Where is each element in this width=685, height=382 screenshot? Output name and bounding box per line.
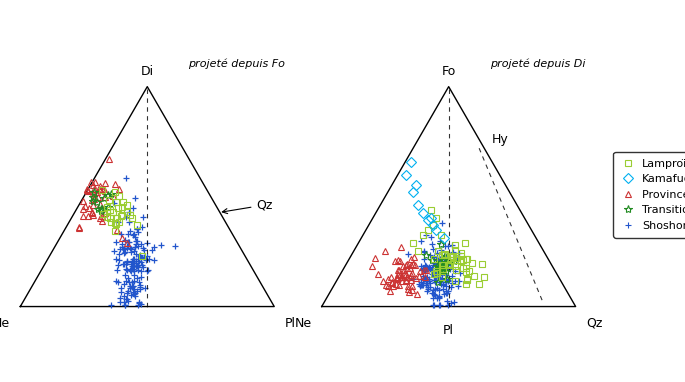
Text: Pl: Pl — [443, 324, 454, 337]
Text: Di: Di — [140, 65, 154, 78]
Text: Ne: Ne — [0, 317, 10, 330]
Text: Qz: Qz — [586, 317, 602, 330]
Text: Qz: Qz — [223, 199, 273, 214]
Text: Hy: Hy — [492, 133, 508, 146]
Legend: Lamproïtes, Kamafugites, Province Romaine, Transitionnels, Shoshonites: Lamproïtes, Kamafugites, Province Romai… — [613, 152, 685, 238]
Text: projeté depuis Fo: projeté depuis Fo — [188, 58, 284, 69]
Text: Ne: Ne — [295, 317, 312, 330]
Text: Pl: Pl — [284, 317, 295, 330]
Text: Fo: Fo — [442, 65, 456, 78]
Text: projeté depuis Di: projeté depuis Di — [490, 58, 585, 69]
